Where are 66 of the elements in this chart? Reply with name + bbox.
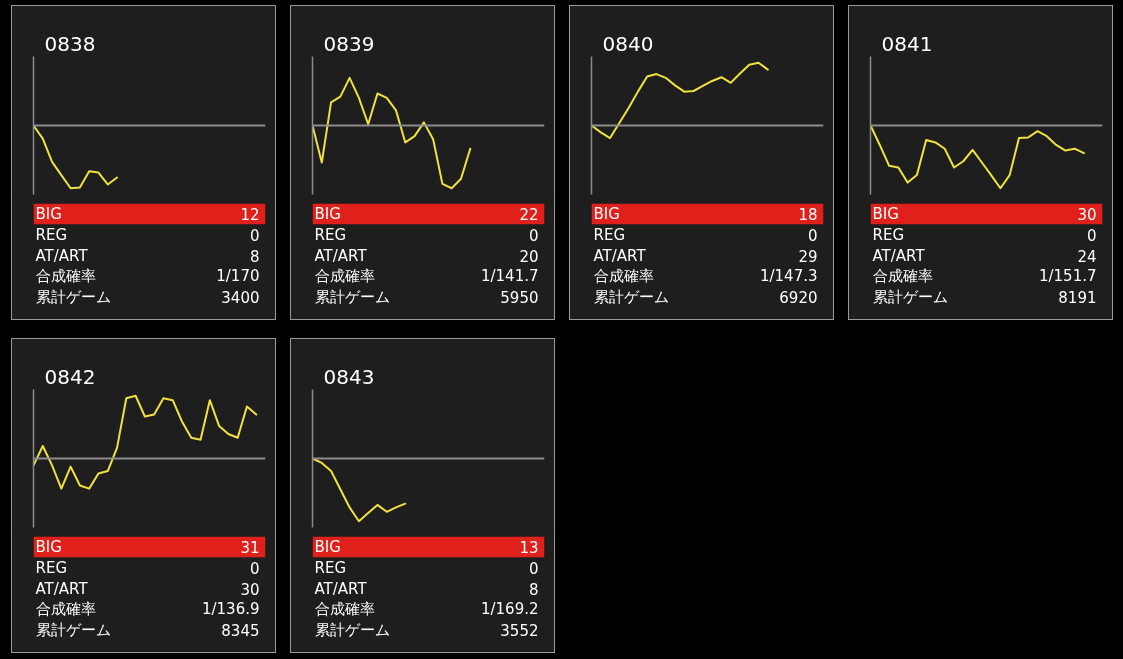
text: 0 xyxy=(807,226,818,245)
text: AT/ART xyxy=(314,246,368,265)
text: REG xyxy=(872,225,905,244)
text: 31 xyxy=(240,538,260,557)
text: 合成確率 xyxy=(314,600,375,619)
text: BIG xyxy=(872,204,899,223)
text: 1/136.9 xyxy=(201,600,260,619)
text: 累計ゲーム xyxy=(314,621,390,640)
chart-title: 0843 xyxy=(323,364,375,389)
text: 0 xyxy=(249,226,260,245)
text: 合成確率 xyxy=(872,267,933,286)
text: 18 xyxy=(798,205,818,224)
text: 累計ゲーム xyxy=(593,288,669,307)
text: REG xyxy=(314,558,347,577)
text: BIG xyxy=(314,204,341,223)
text: 3400 xyxy=(221,289,260,308)
text: BIG xyxy=(35,537,62,556)
text: 8345 xyxy=(221,622,260,641)
text: BIG xyxy=(35,204,62,223)
text: REG xyxy=(35,558,68,577)
text: 0 xyxy=(1086,226,1097,245)
text: 8191 xyxy=(1058,289,1097,308)
text: 合成確率 xyxy=(35,600,96,619)
text: BIG xyxy=(314,537,341,556)
text: 合成確率 xyxy=(314,267,375,286)
text: 0 xyxy=(528,559,539,578)
text: 合成確率 xyxy=(35,267,96,286)
text: REG xyxy=(593,225,626,244)
text: 29 xyxy=(798,247,818,266)
text: 1/151.7 xyxy=(1038,267,1097,286)
text: BIG xyxy=(593,204,620,223)
chart-title: 0841 xyxy=(881,31,933,56)
text: 12 xyxy=(240,205,260,224)
chart-title: 0838 xyxy=(44,31,96,56)
text: 8 xyxy=(528,580,539,599)
text: AT/ART xyxy=(593,246,647,265)
text: 30 xyxy=(1077,205,1097,224)
text: AT/ART xyxy=(872,246,926,265)
text: 20 xyxy=(519,247,539,266)
text: 累計ゲーム xyxy=(872,288,948,307)
text: AT/ART xyxy=(35,246,89,265)
text: 8 xyxy=(249,247,260,266)
chart-title: 0839 xyxy=(323,31,375,56)
text: 3552 xyxy=(500,622,539,641)
chart-title: 0842 xyxy=(44,364,96,389)
text: 13 xyxy=(519,538,539,557)
text: AT/ART xyxy=(35,579,89,598)
text: 累計ゲーム xyxy=(35,621,111,640)
text: 1/170 xyxy=(216,267,260,286)
text: 1/169.2 xyxy=(480,600,539,619)
text: 30 xyxy=(240,580,260,599)
text: 0 xyxy=(249,559,260,578)
text: 5950 xyxy=(500,289,539,308)
text: AT/ART xyxy=(314,579,368,598)
text: 累計ゲーム xyxy=(314,288,390,307)
chart-title: 0840 xyxy=(602,31,654,56)
text: 24 xyxy=(1077,247,1097,266)
text: 1/141.7 xyxy=(480,267,539,286)
text: 累計ゲーム xyxy=(35,288,111,307)
text: 0 xyxy=(528,226,539,245)
text: REG xyxy=(35,225,68,244)
text: 22 xyxy=(519,205,539,224)
text: 合成確率 xyxy=(593,267,654,286)
text: 1/147.3 xyxy=(759,267,818,286)
text: 6920 xyxy=(779,289,818,308)
text: REG xyxy=(314,225,347,244)
